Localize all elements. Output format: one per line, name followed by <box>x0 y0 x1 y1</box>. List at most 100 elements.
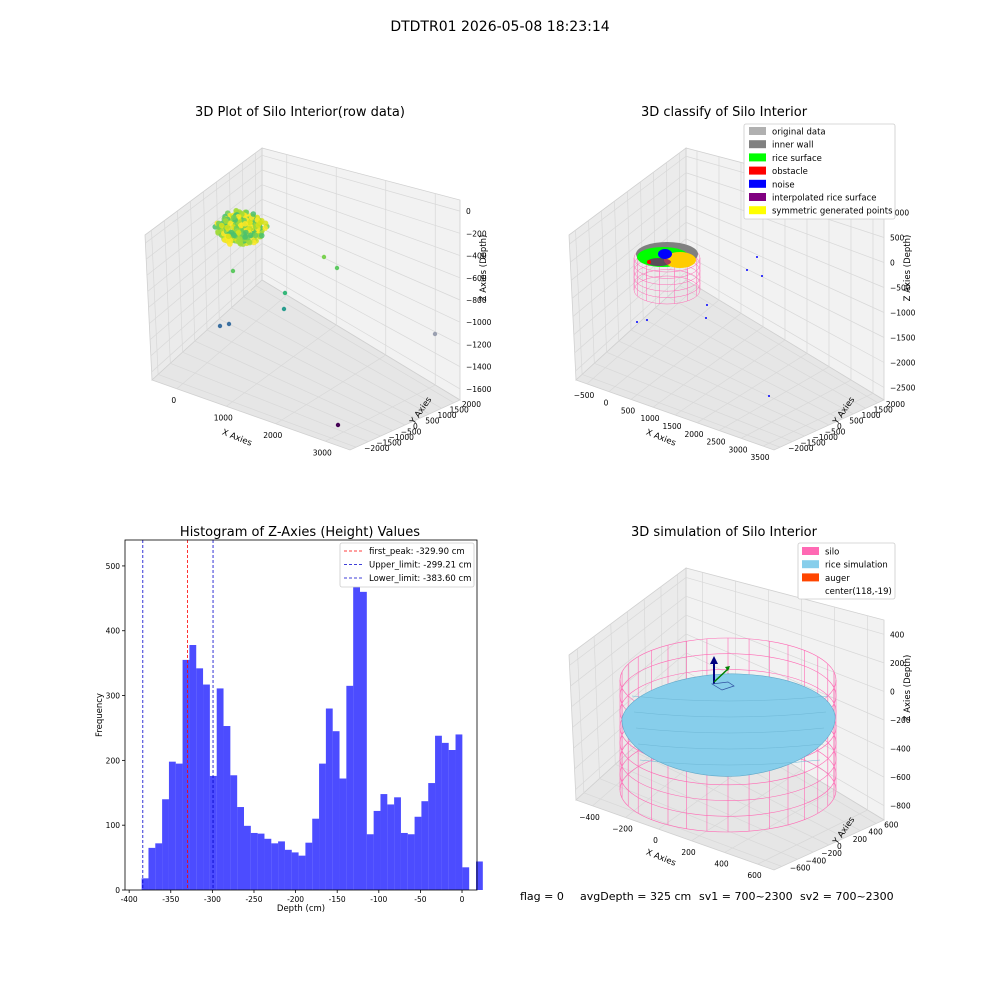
gridline <box>679 285 879 404</box>
histogram-bar <box>366 834 374 890</box>
gridline <box>261 243 461 345</box>
gridline <box>606 351 805 437</box>
histogram-bar <box>182 659 190 890</box>
x-tick-label: 500 <box>621 406 636 415</box>
histogram-bar <box>312 818 320 890</box>
status-sv2: sv2 = 700~2300 <box>800 890 894 903</box>
gridline <box>146 184 263 276</box>
gridline <box>255 285 455 404</box>
x-tick-label: -300 <box>204 895 221 904</box>
gridline <box>145 169 263 260</box>
obstacle-point <box>647 260 651 264</box>
legend-label: inner wall <box>772 141 813 151</box>
symmetric-points-region <box>664 252 696 268</box>
gridline <box>145 155 263 244</box>
legend-swatch <box>749 166 766 175</box>
x-tick-label: 2000 <box>263 431 282 440</box>
auger-arm <box>713 667 730 683</box>
gridline <box>570 188 687 281</box>
x-tick-label: 0 <box>604 399 609 408</box>
y-tick-label: 1500 <box>874 405 893 414</box>
z-tick-label: −600 <box>466 274 487 283</box>
y-tick-label: 2000 <box>462 400 481 409</box>
rice-mesh-line <box>637 743 823 750</box>
y-tick-label: 0 <box>115 886 120 895</box>
histogram-bar <box>196 668 204 890</box>
histogram-bar <box>237 807 244 890</box>
simulation-z-ticks: 400 200 0 −200 −400 −600 −800 <box>890 630 911 810</box>
histogram-bar <box>141 878 149 890</box>
gridline <box>261 184 461 256</box>
gridline <box>182 351 381 437</box>
gridline <box>571 205 687 299</box>
z-tick-label: 0 <box>890 259 895 268</box>
raw-point <box>247 219 253 226</box>
legend-swatch <box>749 127 766 135</box>
histogram-bar <box>353 557 360 890</box>
noise-point <box>706 304 708 306</box>
histogram-bar <box>332 731 340 890</box>
raw-point <box>227 241 233 247</box>
histogram-bar <box>271 843 279 890</box>
raw-point <box>246 226 253 232</box>
z-tick-label: −1500 <box>890 334 916 343</box>
x-tick-label: 3000 <box>313 448 332 457</box>
gridline <box>630 329 830 426</box>
legend-label: noise <box>772 180 795 190</box>
y-tick-label: 400 <box>868 828 883 837</box>
z-tick-label: −2000 <box>890 359 916 368</box>
legend-label: obstacle <box>772 167 808 177</box>
z-tick-label: 200 <box>890 659 905 668</box>
z-tick-label: −200 <box>466 229 487 238</box>
noise-cluster <box>658 249 672 259</box>
gridline <box>575 230 583 375</box>
histogram-bar <box>325 708 333 890</box>
y-tick-label: 200 <box>853 835 868 844</box>
histogram-legend: first_peak: -329.90 cm Upper_limit: -299.… <box>339 542 475 588</box>
noise-point <box>636 321 638 323</box>
y-tick-label: 1500 <box>450 405 469 414</box>
raw-outlier-point <box>282 290 288 296</box>
gridline <box>685 577 885 635</box>
x-tick-label: 1000 <box>640 414 659 423</box>
x-tick-label: 200 <box>681 848 696 857</box>
z-tick-label: −1200 <box>466 340 492 349</box>
status-sv1: sv1 = 700~2300 <box>699 890 793 903</box>
z-tick-label: 0 <box>466 207 471 216</box>
raw-outlier-point <box>432 331 438 337</box>
gridline <box>151 272 263 373</box>
gridline <box>574 254 687 354</box>
z-tick-label: −800 <box>466 296 487 305</box>
gridline <box>206 329 406 426</box>
raw-outlier-point <box>281 306 287 312</box>
legend-swatch <box>749 179 766 188</box>
raw-point <box>231 232 237 239</box>
histogram-y-ticks: 0 100 200 300 400 500 <box>106 562 125 895</box>
legend-label: rice surface <box>772 154 822 164</box>
histogram-bar <box>305 842 313 890</box>
y-tick-label: −1500 <box>800 439 826 448</box>
status-flag: flag = 0 <box>520 890 564 903</box>
gridline <box>569 155 687 245</box>
gridline <box>614 201 620 342</box>
panel-raw-3d: 3D Plot of Silo Interior(row data) 0 1000… <box>144 105 492 457</box>
legend-label: symmetric generated points <box>772 207 893 217</box>
gridline <box>571 614 687 708</box>
gridline <box>572 221 687 317</box>
x-tick-label: −400 <box>579 813 600 822</box>
histogram-bar <box>189 645 197 890</box>
gridline <box>618 340 817 431</box>
legend-label: rice simulation <box>825 561 888 571</box>
histogram-bar <box>230 775 238 890</box>
raw-z-ticks: 0 −200 −400 −600 −800 −1000 −1200 −1400 −1600 <box>466 207 492 394</box>
x-tick-label: 600 <box>747 871 762 880</box>
histogram-y-label: Frequency <box>95 693 105 737</box>
noise-point <box>756 256 758 258</box>
z-tick-label: 500 <box>890 234 905 243</box>
y-tick-label: −500 <box>401 428 422 437</box>
histogram-bar <box>455 734 463 890</box>
legend-swatch <box>749 206 766 215</box>
raw-point <box>218 222 225 229</box>
raw-point <box>223 218 229 224</box>
